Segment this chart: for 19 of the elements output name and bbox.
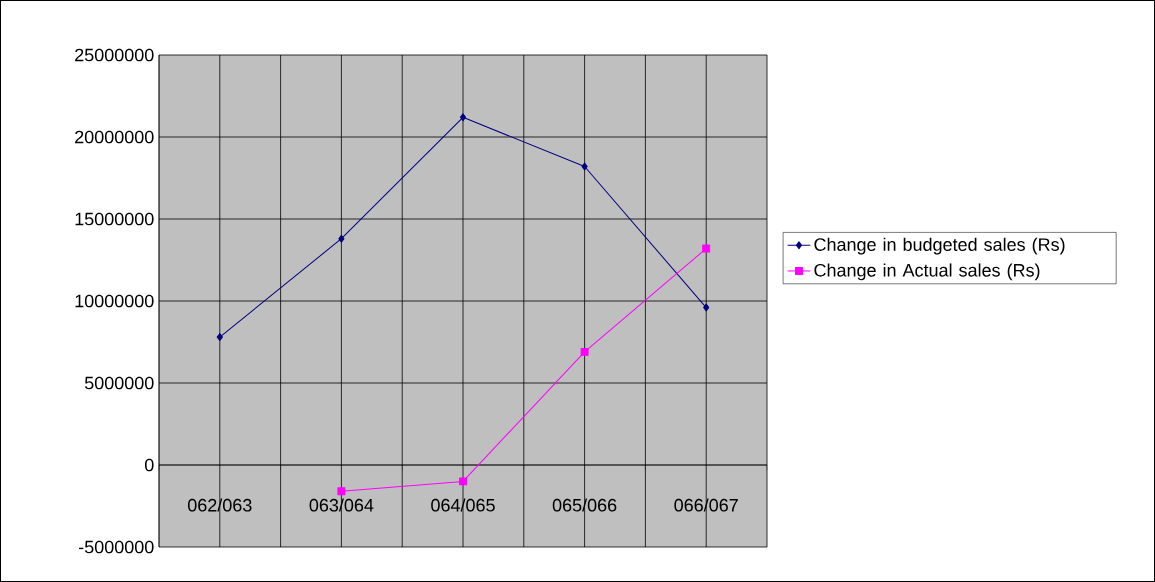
point xyxy=(581,162,588,171)
point xyxy=(702,244,711,253)
point xyxy=(216,333,223,342)
y-tick-label: 15000000 xyxy=(75,212,154,226)
y-tick-label: 25000000 xyxy=(75,48,154,62)
point xyxy=(338,234,345,243)
y-tick-label: 0 xyxy=(144,458,154,472)
point xyxy=(459,113,467,122)
y-tick-label: 20000000 xyxy=(75,130,154,144)
point xyxy=(580,347,589,356)
point xyxy=(459,477,467,486)
point xyxy=(337,487,346,496)
legend-label: Change in Actual sales (Rs) xyxy=(814,263,1040,281)
legend-label: Change in budgeted sales (Rs) xyxy=(814,237,1065,255)
point xyxy=(703,303,710,312)
x-tick-label: 064/065 xyxy=(431,498,495,512)
y-tick-label: -5000000 xyxy=(79,540,154,554)
y-tick-label: 5000000 xyxy=(84,376,154,390)
y-tick-label: 10000000 xyxy=(75,294,154,308)
